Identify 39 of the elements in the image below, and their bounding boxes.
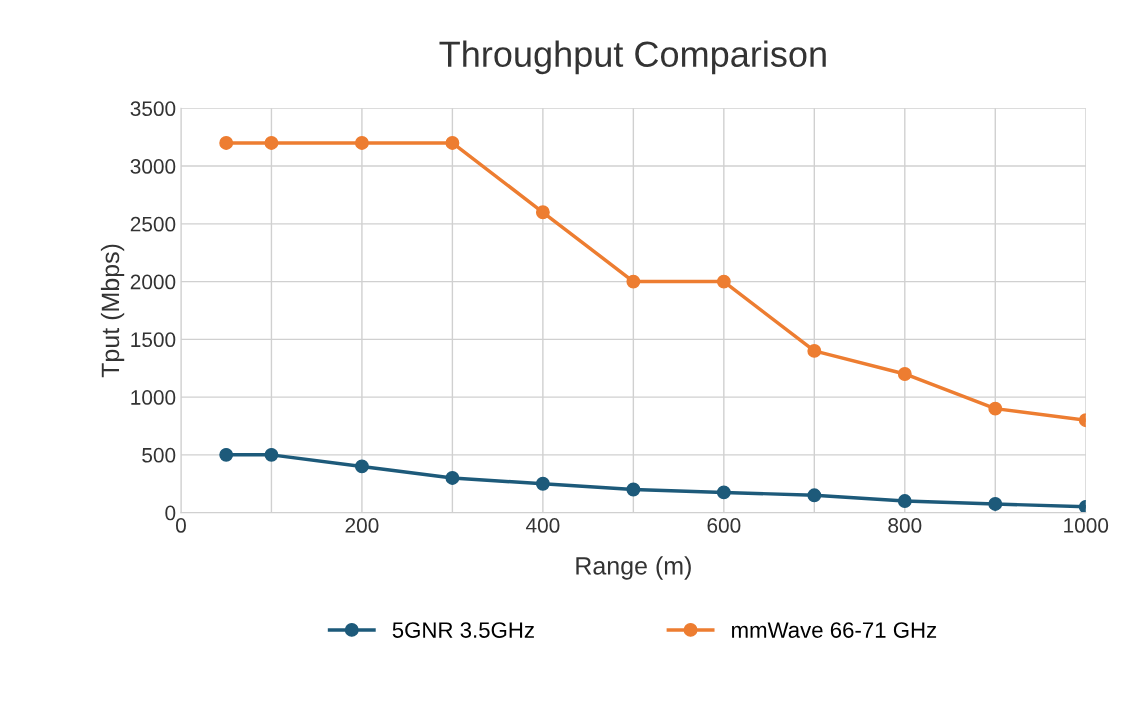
point	[264, 447, 279, 462]
y-tick-label: 0	[165, 505, 176, 521]
point	[354, 459, 369, 474]
point	[988, 497, 1003, 511]
point	[535, 205, 550, 220]
x-tick-label: 600	[707, 518, 741, 533]
point	[445, 471, 460, 485]
point	[897, 494, 912, 509]
point	[626, 274, 641, 289]
y-tick-label: 3500	[130, 101, 176, 117]
y-tick-label: 1000	[131, 390, 176, 405]
point	[354, 136, 369, 150]
chart-title: Throughput Comparison	[439, 40, 826, 75]
point	[988, 401, 1003, 416]
point	[264, 136, 279, 150]
y-tick-label: 2000	[130, 274, 176, 290]
point	[445, 136, 460, 150]
y-axis-title: Tput (Mbps)	[100, 244, 125, 378]
x-tick-label: 1000	[1064, 518, 1109, 533]
x-tick-label: 800	[888, 518, 922, 533]
y-tick-label: 2500	[130, 216, 176, 232]
point	[219, 447, 234, 462]
point	[535, 476, 550, 491]
legend-label: 5GNR 3.5GHz	[392, 622, 534, 638]
point	[626, 482, 641, 497]
x-tick-label: 0	[175, 518, 186, 533]
point	[897, 367, 912, 381]
y-tick-label: 1500	[131, 332, 176, 348]
legend-label: mmWave 66-71 GHz	[732, 622, 937, 638]
y-tick-label: 500	[142, 447, 176, 463]
point	[716, 485, 731, 500]
point	[219, 136, 234, 150]
x-tick-label: 200	[345, 518, 379, 533]
x-tick-label: 400	[525, 518, 560, 533]
x-axis-title: Range (m)	[576, 556, 691, 580]
y-tick-label: 3000	[130, 159, 176, 174]
point	[716, 274, 731, 289]
point	[807, 488, 822, 503]
point	[807, 343, 822, 358]
